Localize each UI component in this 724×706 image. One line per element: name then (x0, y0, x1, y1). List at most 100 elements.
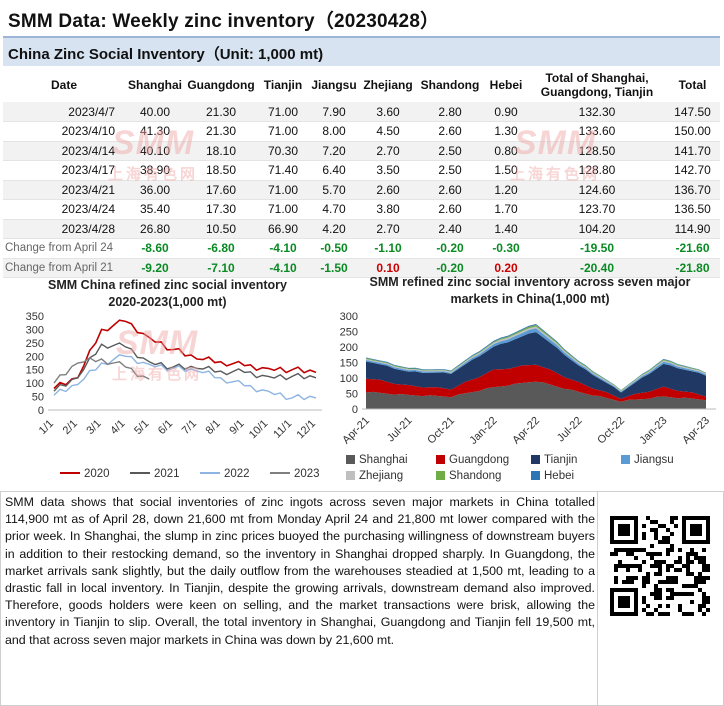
change-value: -4.10 (257, 258, 309, 278)
qr-module (706, 564, 710, 568)
legend-label-tianjin: Tianjin (544, 454, 577, 466)
qr-module (650, 564, 654, 568)
value-cell: 2.80 (417, 102, 483, 122)
qr-module (686, 568, 690, 572)
col-header-hebei: Hebei (489, 78, 523, 92)
qr-module (646, 576, 650, 580)
qr-module (658, 524, 662, 528)
qr-module (682, 584, 686, 588)
value-cell: 2.50 (417, 160, 483, 181)
qr-module (670, 532, 674, 536)
value-cell: 21.30 (185, 121, 257, 142)
value-cell: 17.60 (185, 180, 257, 200)
series-line-2020 (53, 319, 317, 390)
qr-module (650, 592, 654, 596)
qr-module (610, 552, 614, 556)
qr-module (682, 592, 686, 596)
value-cell: 66.90 (257, 219, 309, 239)
qr-module (646, 604, 650, 608)
qr-module (618, 560, 622, 564)
qr-module (614, 580, 618, 584)
qr-finder (618, 596, 630, 608)
value-cell: 1.20 (483, 180, 529, 200)
change-value: 0.10 (359, 258, 417, 278)
qr-module (630, 580, 634, 584)
qr-module (666, 576, 670, 580)
qr-module (694, 556, 698, 560)
qr-module (658, 612, 662, 616)
qr-module (702, 556, 706, 560)
qr-module (698, 604, 702, 608)
qr-module (642, 580, 646, 584)
qr-module (650, 520, 654, 524)
qr-module (654, 608, 658, 612)
qr-module (702, 592, 706, 596)
qr-module (634, 576, 638, 580)
qr-module (654, 520, 658, 524)
qr-module (650, 556, 654, 560)
qr-module (662, 536, 666, 540)
qr-module (634, 564, 638, 568)
value-cell: 123.70 (529, 199, 665, 220)
change-value: -0.30 (483, 238, 529, 259)
area-chart-title: SMM refined zinc social inventory across… (369, 275, 691, 306)
qr-module (618, 548, 622, 552)
legend-label-hebei: Hebei (544, 470, 574, 482)
qr-module (658, 560, 662, 564)
legend-label-2023: 2023 (294, 468, 320, 480)
qr-module (670, 520, 674, 524)
qr-module (654, 564, 658, 568)
qr-module (642, 560, 646, 564)
qr-module (706, 608, 710, 612)
qr-module (702, 548, 706, 552)
col-header-shandong: Shandong (420, 78, 480, 92)
qr-module (658, 552, 662, 556)
change-value: -4.10 (257, 238, 309, 259)
qr-module (654, 588, 658, 592)
change-value: -8.60 (125, 238, 185, 259)
qr-module (626, 552, 630, 556)
value-cell: 0.90 (483, 102, 529, 122)
qr-module (642, 596, 646, 600)
value-cell: 18.10 (185, 141, 257, 161)
qr-module (662, 540, 666, 544)
qr-module (614, 564, 618, 568)
qr-module (634, 556, 638, 560)
qr-module (670, 544, 674, 548)
qr-module (646, 580, 650, 584)
change-value: -20.40 (529, 258, 665, 278)
qr-module (670, 580, 674, 584)
qr-module (698, 572, 702, 576)
qr-module (626, 548, 630, 552)
x-tick-label: 4/1 (108, 418, 127, 437)
qr-module (686, 556, 690, 560)
y-tick-label: 0 (38, 405, 44, 417)
y-tick-label: 150 (26, 365, 44, 377)
change-value: -0.20 (417, 238, 483, 259)
qr-module (654, 560, 658, 564)
qr-module (658, 564, 662, 568)
qr-module (690, 548, 694, 552)
col-header-jiangsu: Jiangsu (311, 78, 357, 92)
x-tick-label: Jan-23 (637, 415, 669, 447)
qr-module (678, 568, 682, 572)
qr-module (694, 580, 698, 584)
qr-module (666, 596, 670, 600)
analysis-text: SMM data shows that social inventories o… (5, 495, 595, 647)
qr-module (698, 608, 702, 612)
table-title-bar: China Zinc Social Inventory（Unit: 1,000 … (3, 36, 720, 66)
qr-module (698, 556, 702, 560)
area-chart-svg: 0 50 100 150 200 250 300 Apr-21 Jul-21 Oct-21 Jan-… (340, 311, 716, 482)
qr-module (642, 576, 646, 580)
qr-module (702, 568, 706, 572)
value-cell: 40.10 (125, 141, 185, 161)
x-tick-label: 8/1 (204, 418, 223, 437)
value-cell: 8.00 (309, 121, 359, 142)
y-tick-label: 200 (340, 342, 358, 354)
legend-label-guangdong: Guangdong (449, 454, 509, 466)
qr-module (654, 528, 658, 532)
qr-module (698, 560, 702, 564)
qr-module (666, 528, 670, 532)
qr-module (654, 532, 658, 536)
